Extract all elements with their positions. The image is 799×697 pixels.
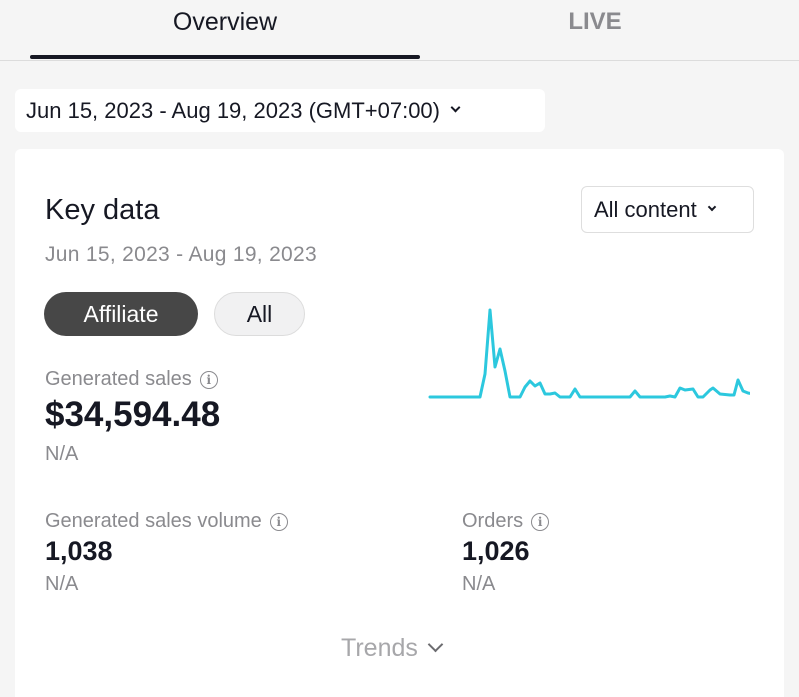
card-title: Key data <box>45 194 160 226</box>
generated-sales-label-text: Generated sales <box>45 368 192 390</box>
trends-label: Trends <box>341 634 418 662</box>
tab-bar: Overview LIVE <box>0 0 799 61</box>
chevron-down-icon <box>427 636 444 653</box>
info-icon[interactable]: i <box>269 512 288 531</box>
filter-all-button[interactable]: All <box>214 292 305 336</box>
key-data-card: Key data Jun 15, 2023 - Aug 19, 2023 All… <box>15 149 784 697</box>
orders-value: 1,026 <box>462 536 530 566</box>
filter-affiliate-button[interactable]: Affiliate <box>44 292 198 336</box>
orders-label: Orders i <box>462 510 550 533</box>
tab-live[interactable]: LIVE <box>568 8 622 35</box>
generated-sales-label: Generated sales i <box>45 368 218 391</box>
trends-toggle[interactable]: Trends <box>341 634 444 663</box>
orders-label-text: Orders <box>462 510 524 532</box>
generated-sales-change: N/A <box>45 443 79 465</box>
info-icon[interactable]: i <box>531 512 550 531</box>
generated-sales-volume-value: 1,038 <box>45 536 113 566</box>
info-icon[interactable]: i <box>199 370 218 389</box>
content-filter-dropdown[interactable]: All content <box>581 186 754 233</box>
sparkline-path <box>428 308 750 399</box>
generated-sales-volume-change: N/A <box>45 573 79 595</box>
date-range-label: Jun 15, 2023 - Aug 19, 2023 (GMT+07:00) <box>26 97 440 123</box>
generated-sales-sparkline <box>428 308 750 399</box>
tab-overview[interactable]: Overview <box>172 8 278 36</box>
orders-change: N/A <box>462 573 496 595</box>
generated-sales-value: $34,594.48 <box>45 395 221 434</box>
content-filter-label: All content <box>594 196 697 222</box>
generated-sales-volume-label: Generated sales volume i <box>45 510 288 533</box>
active-tab-indicator <box>30 55 420 59</box>
chevron-down-icon <box>450 102 461 113</box>
generated-sales-volume-label-text: Generated sales volume <box>45 510 262 532</box>
date-range-picker[interactable]: Jun 15, 2023 - Aug 19, 2023 (GMT+07:00) <box>15 89 545 132</box>
card-date-range: Jun 15, 2023 - Aug 19, 2023 <box>45 243 317 266</box>
